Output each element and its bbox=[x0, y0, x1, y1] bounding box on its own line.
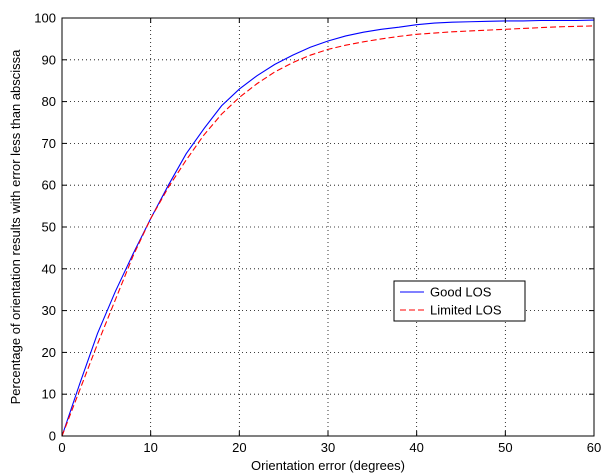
x-tick-label: 20 bbox=[232, 440, 246, 455]
x-tick-label: 50 bbox=[498, 440, 512, 455]
series-line-limited-los bbox=[61, 25, 595, 437]
y-axis-label: Percentage of orientation results with e… bbox=[8, 49, 23, 405]
legend-entry-good-los: Good LOS bbox=[430, 285, 492, 300]
x-tick-label: 40 bbox=[409, 440, 423, 455]
y-tick-label: 30 bbox=[42, 303, 56, 318]
x-tick-label: 0 bbox=[58, 440, 65, 455]
grid-lines bbox=[62, 18, 594, 436]
y-tick-label: 100 bbox=[34, 11, 56, 26]
y-tick-label: 40 bbox=[42, 261, 56, 276]
y-tick-label: 50 bbox=[42, 220, 56, 235]
axis-ticks: 0 10 20 30 40 50 60 0 10 20 30 40 50 60 70 80 90 100 bbox=[34, 11, 601, 456]
legend-entry-limited-los: Limited LOS bbox=[430, 303, 502, 318]
x-tick-label: 10 bbox=[143, 440, 157, 455]
y-tick-label: 20 bbox=[42, 345, 56, 360]
y-tick-label: 10 bbox=[42, 387, 56, 402]
x-tick-label: 60 bbox=[587, 440, 601, 455]
legend-box bbox=[393, 280, 526, 322]
y-tick-label: 60 bbox=[42, 178, 56, 193]
y-tick-label: 80 bbox=[42, 94, 56, 109]
y-tick-label: 70 bbox=[42, 136, 56, 151]
legend: Good LOS Limited LOS bbox=[393, 280, 526, 322]
x-axis-label: Orientation error (degrees) bbox=[251, 458, 405, 473]
x-tick-label: 30 bbox=[321, 440, 335, 455]
y-tick-label: 0 bbox=[49, 429, 56, 444]
y-tick-label: 90 bbox=[42, 52, 56, 67]
